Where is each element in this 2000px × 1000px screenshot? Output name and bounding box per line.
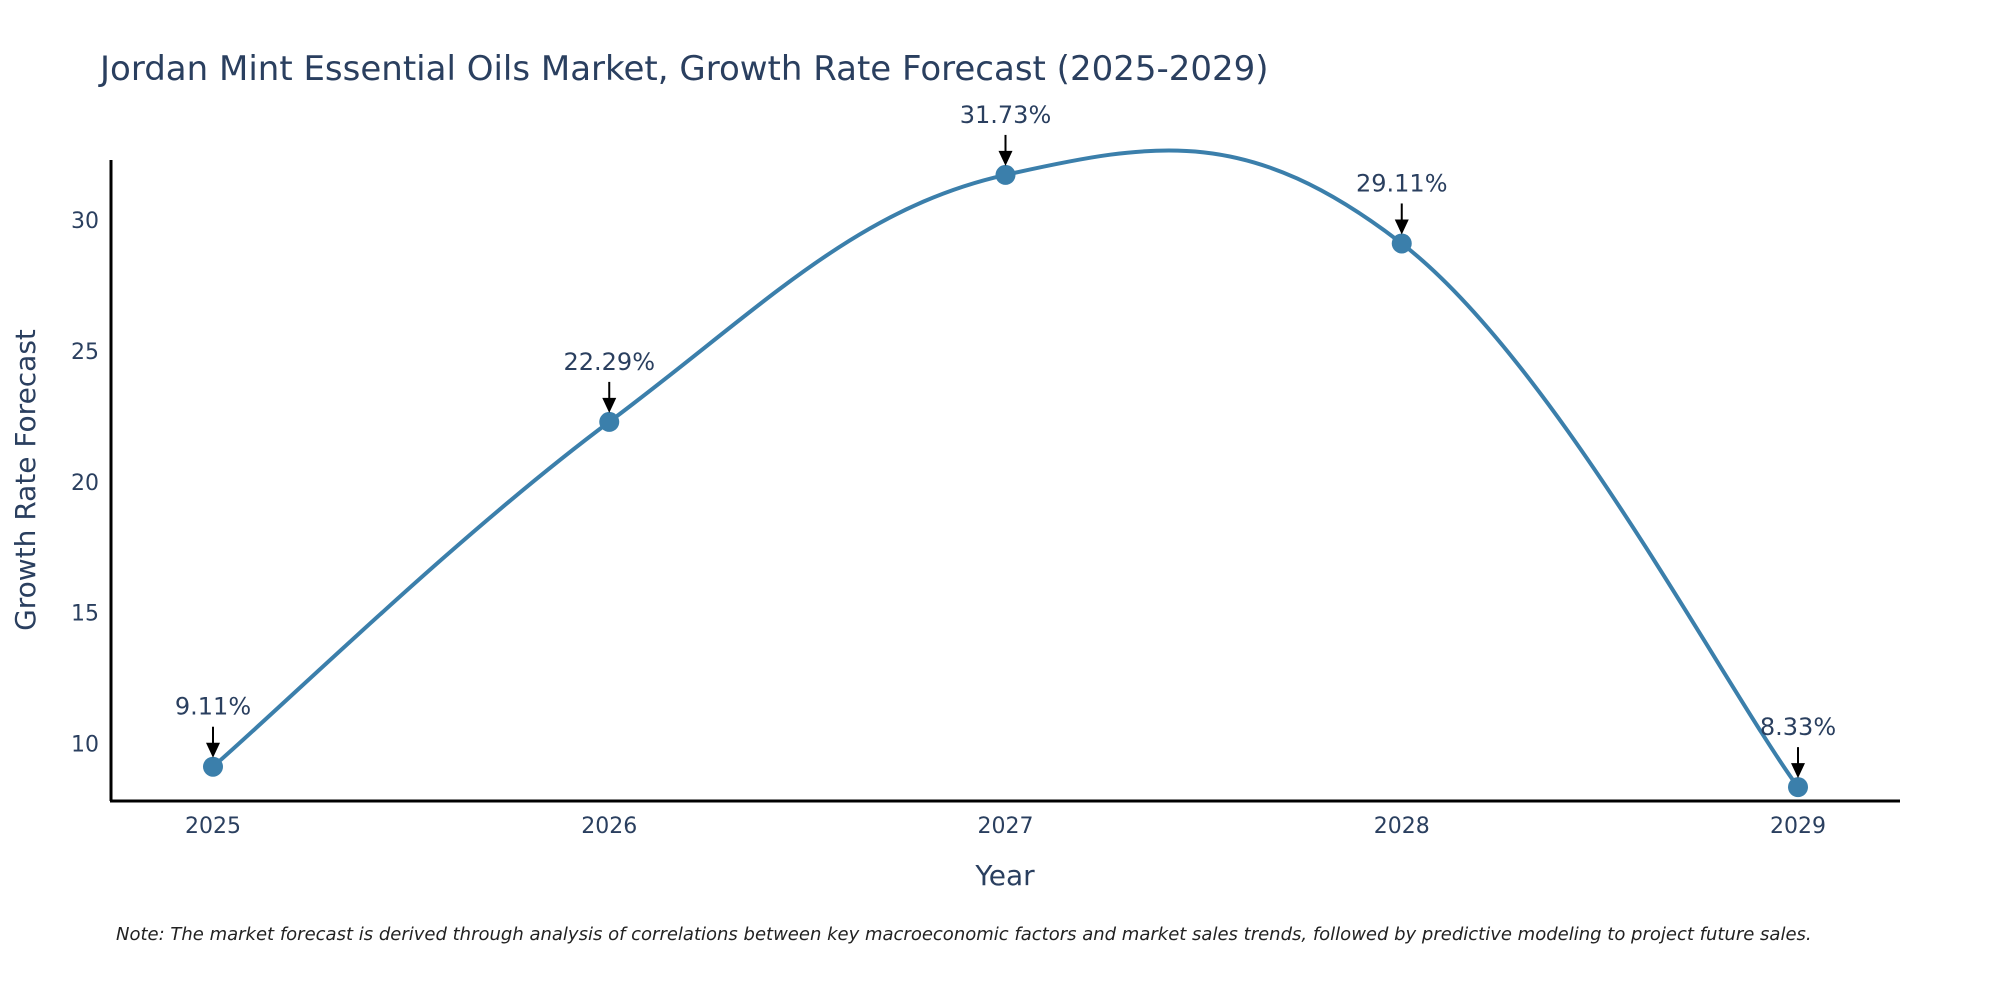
y-axis-title: Growth Rate Forecast xyxy=(9,329,42,631)
y-tick-label: 10 xyxy=(71,732,99,757)
data-point-2029 xyxy=(1788,777,1808,798)
markers xyxy=(203,164,1808,798)
x-ticks: 2025 2026 2027 2028 2029 xyxy=(185,814,1826,839)
annotation-2025: 9.11% xyxy=(175,693,251,758)
annotation-arrow-head xyxy=(1394,219,1409,235)
chart-note: Note: The market forecast is derived thr… xyxy=(116,924,1812,945)
data-label: 29.11% xyxy=(1356,169,1448,197)
annotation-arrow-head xyxy=(998,150,1013,166)
data-point-2026 xyxy=(599,411,620,432)
data-label: 9.11% xyxy=(175,693,251,721)
y-tick-label: 25 xyxy=(71,340,99,365)
chart-title: Jordan Mint Essential Oils Market, Growt… xyxy=(98,49,1269,89)
x-axis-title: Year xyxy=(974,859,1035,892)
x-tick-label: 2026 xyxy=(581,814,637,839)
annotation-2026: 22.29% xyxy=(563,348,655,413)
y-tick-label: 30 xyxy=(71,209,99,234)
series-line xyxy=(211,148,1800,789)
y-tick-label: 15 xyxy=(71,602,99,627)
x-tick-label: 2029 xyxy=(1770,814,1826,839)
x-tick-label: 2025 xyxy=(185,814,241,839)
annotations: 9.11% 22.29% 31.73% 29.11% 8.33% xyxy=(175,101,1836,779)
data-label: 31.73% xyxy=(960,101,1052,129)
data-point-2028 xyxy=(1391,233,1412,254)
annotation-2027: 31.73% xyxy=(960,101,1052,166)
data-point-2025 xyxy=(203,756,223,777)
data-label: 8.33% xyxy=(1760,713,1836,741)
y-tick-label: 20 xyxy=(71,471,99,496)
x-tick-label: 2027 xyxy=(978,814,1034,839)
annotation-arrow-head xyxy=(206,742,220,758)
data-point-2027 xyxy=(995,164,1016,185)
annotation-2029: 8.33% xyxy=(1760,713,1836,779)
x-tick-label: 2028 xyxy=(1374,814,1430,839)
annotation-arrow-head xyxy=(602,397,617,413)
axes xyxy=(109,160,1900,803)
y-ticks: 10 15 20 25 30 xyxy=(71,209,99,757)
annotation-arrow-head xyxy=(1791,763,1805,779)
annotation-2028: 29.11% xyxy=(1356,169,1448,235)
data-label: 22.29% xyxy=(563,348,655,376)
